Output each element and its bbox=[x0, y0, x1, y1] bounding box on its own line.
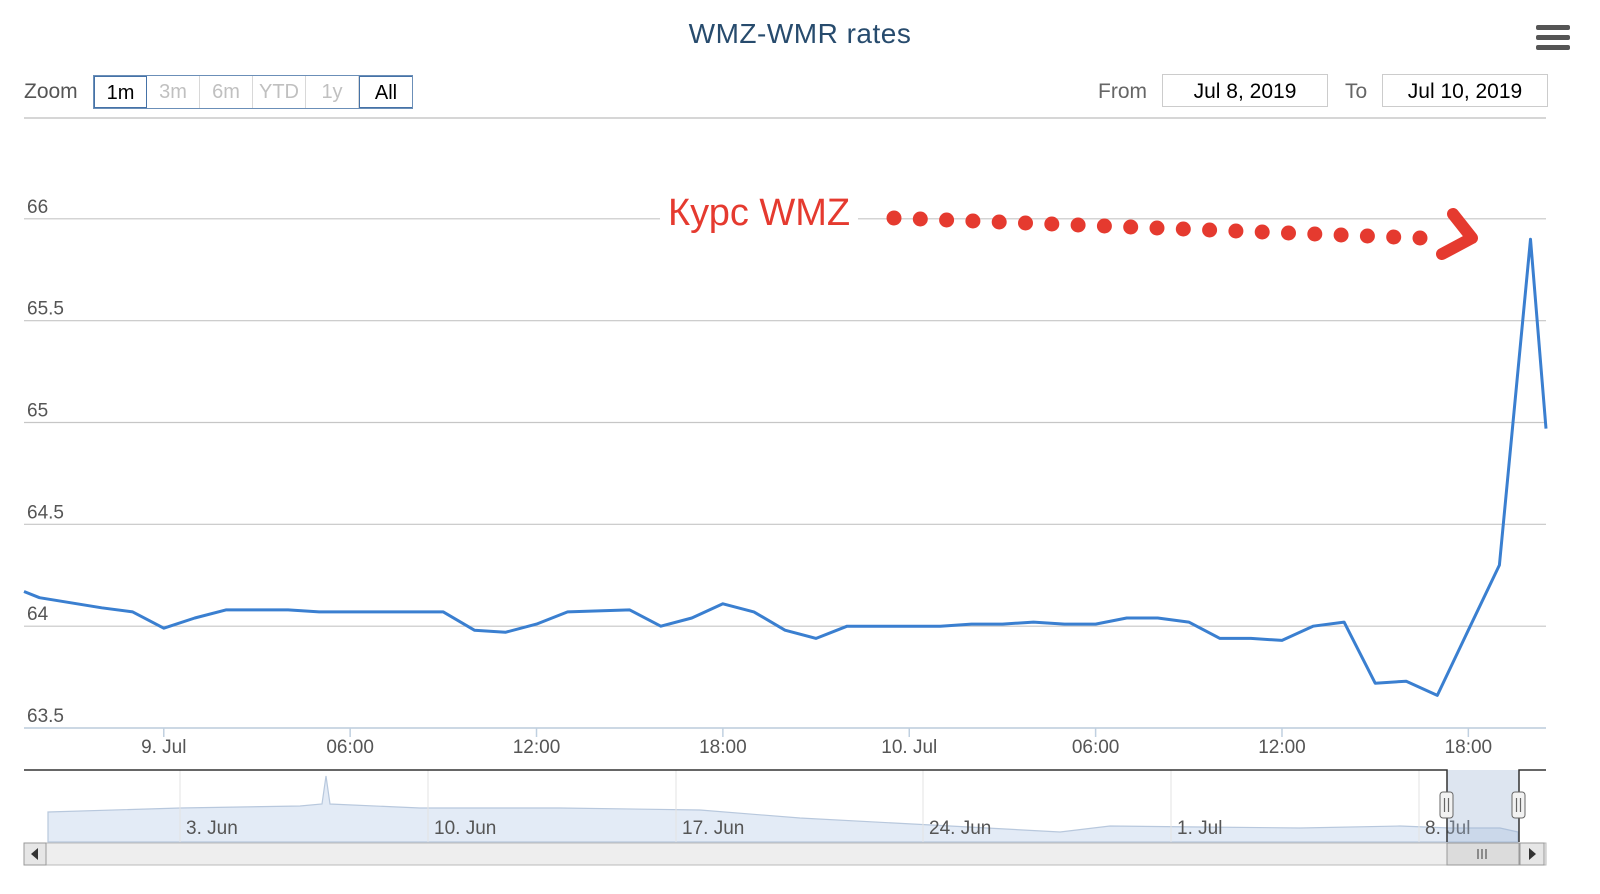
chart-title: WMZ-WMR rates bbox=[688, 18, 912, 49]
annotation-dot bbox=[1307, 226, 1323, 242]
navigator-selection[interactable] bbox=[1447, 770, 1519, 842]
navigator-label: 1. Jul bbox=[1177, 818, 1222, 839]
x-tick-label: 12:00 bbox=[1258, 737, 1306, 758]
y-tick-label: 63.5 bbox=[27, 706, 64, 727]
series-line bbox=[23, 237, 1548, 697]
annotation-dot bbox=[1123, 219, 1139, 235]
y-tick-label: 64.5 bbox=[27, 502, 64, 523]
y-tick-label: 65 bbox=[27, 401, 48, 422]
x-tick-label: 06:00 bbox=[1072, 737, 1120, 758]
x-tick-label: 18:00 bbox=[1445, 737, 1493, 758]
annotation-dot bbox=[1359, 228, 1375, 244]
x-tick-label: 12:00 bbox=[513, 737, 561, 758]
zoom-label: Zoom bbox=[24, 80, 78, 103]
annotation-dot bbox=[1228, 223, 1244, 239]
annotation-dot bbox=[1412, 230, 1428, 246]
zoom-3m-button: 3m bbox=[147, 76, 200, 108]
x-tick-label: 10. Jul bbox=[881, 737, 937, 758]
annotation-dot bbox=[1149, 220, 1165, 236]
annotation-dot bbox=[1386, 229, 1402, 245]
navigator-left-handle[interactable] bbox=[1439, 791, 1454, 819]
scroll-right-arrow-icon bbox=[1529, 848, 1536, 860]
navigator[interactable]: 3. Jun 10. Jun 17. Jun 24. Jun 1. Jul 8. Jul bbox=[24, 769, 1546, 843]
hamburger-menu-icon[interactable] bbox=[1536, 25, 1570, 55]
scroll-left-arrow-icon bbox=[31, 848, 38, 860]
x-tick-label: 06:00 bbox=[326, 737, 374, 758]
grip-icon bbox=[1477, 849, 1487, 859]
navigator-right-handle[interactable] bbox=[1511, 791, 1526, 819]
zoom-ytd-button: YTD bbox=[253, 76, 306, 108]
y-tick-label: 65.5 bbox=[27, 299, 64, 320]
annotation-dot bbox=[1254, 224, 1270, 240]
annotation-dot bbox=[912, 211, 928, 227]
navigator-label: 10. Jun bbox=[434, 818, 496, 839]
scroll-right-button[interactable] bbox=[1519, 842, 1545, 866]
zoom-6m-button: 6m bbox=[200, 76, 253, 108]
annotation-dot bbox=[1070, 217, 1086, 233]
arrow-head-icon bbox=[1436, 208, 1478, 260]
y-tick-label: 66 bbox=[27, 197, 48, 218]
annotation-dot bbox=[1096, 218, 1112, 234]
annotation-dot bbox=[1018, 215, 1033, 231]
annotation-dot bbox=[1044, 216, 1060, 232]
x-tick-label: 9. Jul bbox=[141, 737, 186, 758]
annotation-dot bbox=[1202, 222, 1218, 238]
annotation-dot bbox=[991, 214, 1007, 230]
zoom-1m-button[interactable]: 1m bbox=[94, 76, 147, 108]
y-tick-label: 64 bbox=[27, 604, 49, 625]
scroll-left-button[interactable] bbox=[23, 842, 47, 866]
annotation-dot bbox=[939, 212, 955, 228]
zoom-1y-button: 1y bbox=[306, 76, 359, 108]
to-label: To bbox=[1345, 80, 1368, 103]
annotation-dot bbox=[1175, 221, 1191, 237]
navigator-label: 3. Jun bbox=[186, 818, 238, 839]
zoom-button-group: 1m 3m 6m YTD 1y All bbox=[93, 75, 413, 109]
navigator-label: 24. Jun bbox=[929, 818, 991, 839]
navigator-label: 8. Jul bbox=[1425, 818, 1470, 839]
from-label: From bbox=[1098, 80, 1147, 103]
annotation-dot bbox=[1333, 227, 1349, 243]
from-date-input[interactable]: Jul 8, 2019 bbox=[1162, 74, 1328, 107]
navigator-label: 17. Jun bbox=[682, 818, 744, 839]
to-date-input[interactable]: Jul 10, 2019 bbox=[1382, 74, 1548, 107]
scrollbar-thumb[interactable] bbox=[1446, 842, 1520, 866]
navigator-series bbox=[47, 775, 1519, 843]
annotation-label: Курс WMZ bbox=[660, 192, 859, 235]
scrollbar[interactable] bbox=[23, 842, 1547, 866]
annotation-dot bbox=[1281, 225, 1296, 241]
annotation-dot bbox=[965, 213, 981, 229]
x-tick-label: 18:00 bbox=[699, 737, 747, 758]
zoom-all-button[interactable]: All bbox=[359, 76, 412, 108]
annotation-dot bbox=[886, 210, 902, 226]
